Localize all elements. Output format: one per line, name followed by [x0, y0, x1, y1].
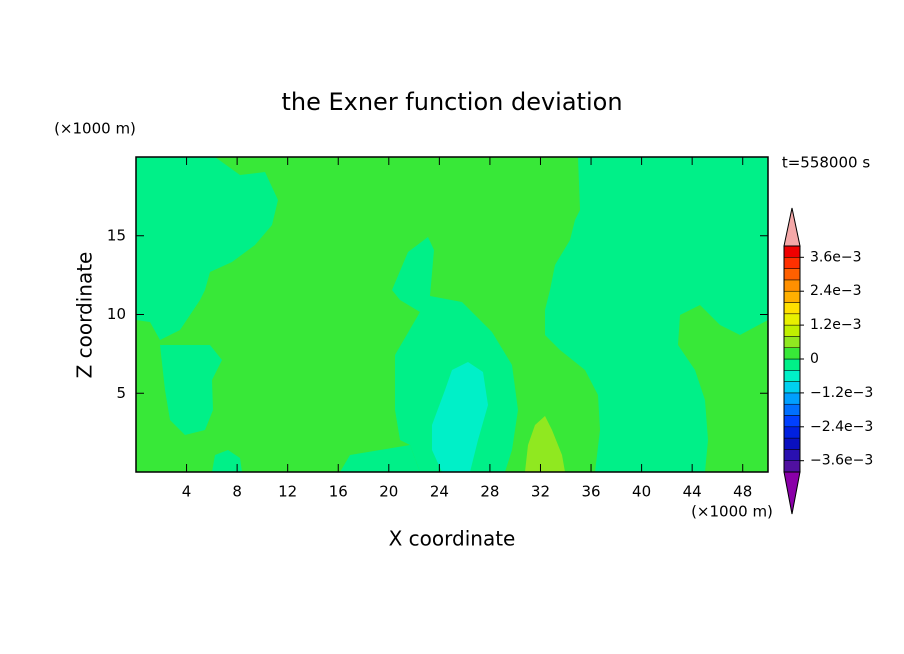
x-tick-label: 36: [581, 483, 600, 501]
y-unit: (×1000 m): [54, 120, 136, 138]
colorbar-box: [783, 403, 801, 416]
time-label: t=558000 s: [782, 154, 870, 172]
colorbar-tick-label: 2.4e−3: [810, 283, 862, 299]
colorbar-tick-label: −2.4e−3: [810, 419, 873, 435]
y-tick-label: 10: [107, 305, 126, 323]
contour-region: [545, 157, 768, 472]
colorbar-box: [783, 257, 801, 269]
colorbar-tick-label: 1.2e−3: [810, 317, 862, 333]
x-unit: (×1000 m): [691, 503, 773, 521]
colorbar-box: [783, 313, 801, 326]
x-tick-label: 28: [480, 483, 499, 501]
contour-region: [525, 416, 565, 472]
x-tick-label: 20: [379, 483, 398, 501]
y-axis-label: Z coordinate: [73, 252, 97, 379]
y-tick-label: 15: [107, 226, 126, 244]
colorbar-box: [783, 460, 801, 473]
contour-field: [136, 157, 768, 472]
x-tick-label: 16: [329, 483, 348, 501]
contour-region: [212, 450, 242, 472]
x-tick-label: 40: [632, 483, 651, 501]
x-tick-label: 4: [182, 483, 192, 501]
colorbar-box: [783, 290, 801, 303]
colorbar-box: [783, 392, 801, 405]
colorbar-tick-label: −1.2e−3: [810, 385, 873, 401]
y-tick-label: 5: [116, 384, 126, 402]
x-tick-label: 24: [430, 483, 449, 501]
colorbar-extend-above: [783, 207, 801, 247]
colorbar-box: [783, 449, 801, 461]
colorbar-box: [783, 437, 801, 450]
colorbar-extend-below: [783, 471, 801, 515]
colorbar-tick-label: 3.6e−3: [810, 249, 862, 265]
colorbar-box: [783, 426, 801, 439]
x-axis-label: X coordinate: [389, 527, 516, 551]
colorbar-box: [783, 336, 801, 348]
x-tick-label: 32: [531, 483, 550, 501]
colorbar-box: [783, 358, 801, 371]
contour-region: [160, 345, 222, 435]
colorbar-box: [783, 381, 801, 394]
x-tick-label: 8: [232, 483, 242, 501]
colorbar-box: [783, 302, 801, 315]
contour-region: [432, 362, 488, 472]
colorbar-box: [783, 279, 801, 292]
x-tick-label: 44: [683, 483, 702, 501]
colorbar-box: [783, 245, 801, 258]
chart-title: the Exner function deviation: [281, 88, 622, 116]
colorbar-box: [783, 268, 801, 281]
contour-region: [136, 157, 278, 340]
colorbar-tick-label: −3.6e−3: [810, 453, 873, 469]
colorbar-box: [783, 415, 801, 428]
colorbar-box: [783, 347, 801, 360]
colorbar-box: [783, 370, 801, 382]
x-tick-label: 12: [278, 483, 297, 501]
contour-region: [340, 445, 420, 472]
colorbar-tick-label: 0: [810, 351, 819, 367]
x-tick-label: 48: [733, 483, 752, 501]
contour-region: [392, 237, 518, 472]
colorbar-box: [783, 324, 801, 337]
